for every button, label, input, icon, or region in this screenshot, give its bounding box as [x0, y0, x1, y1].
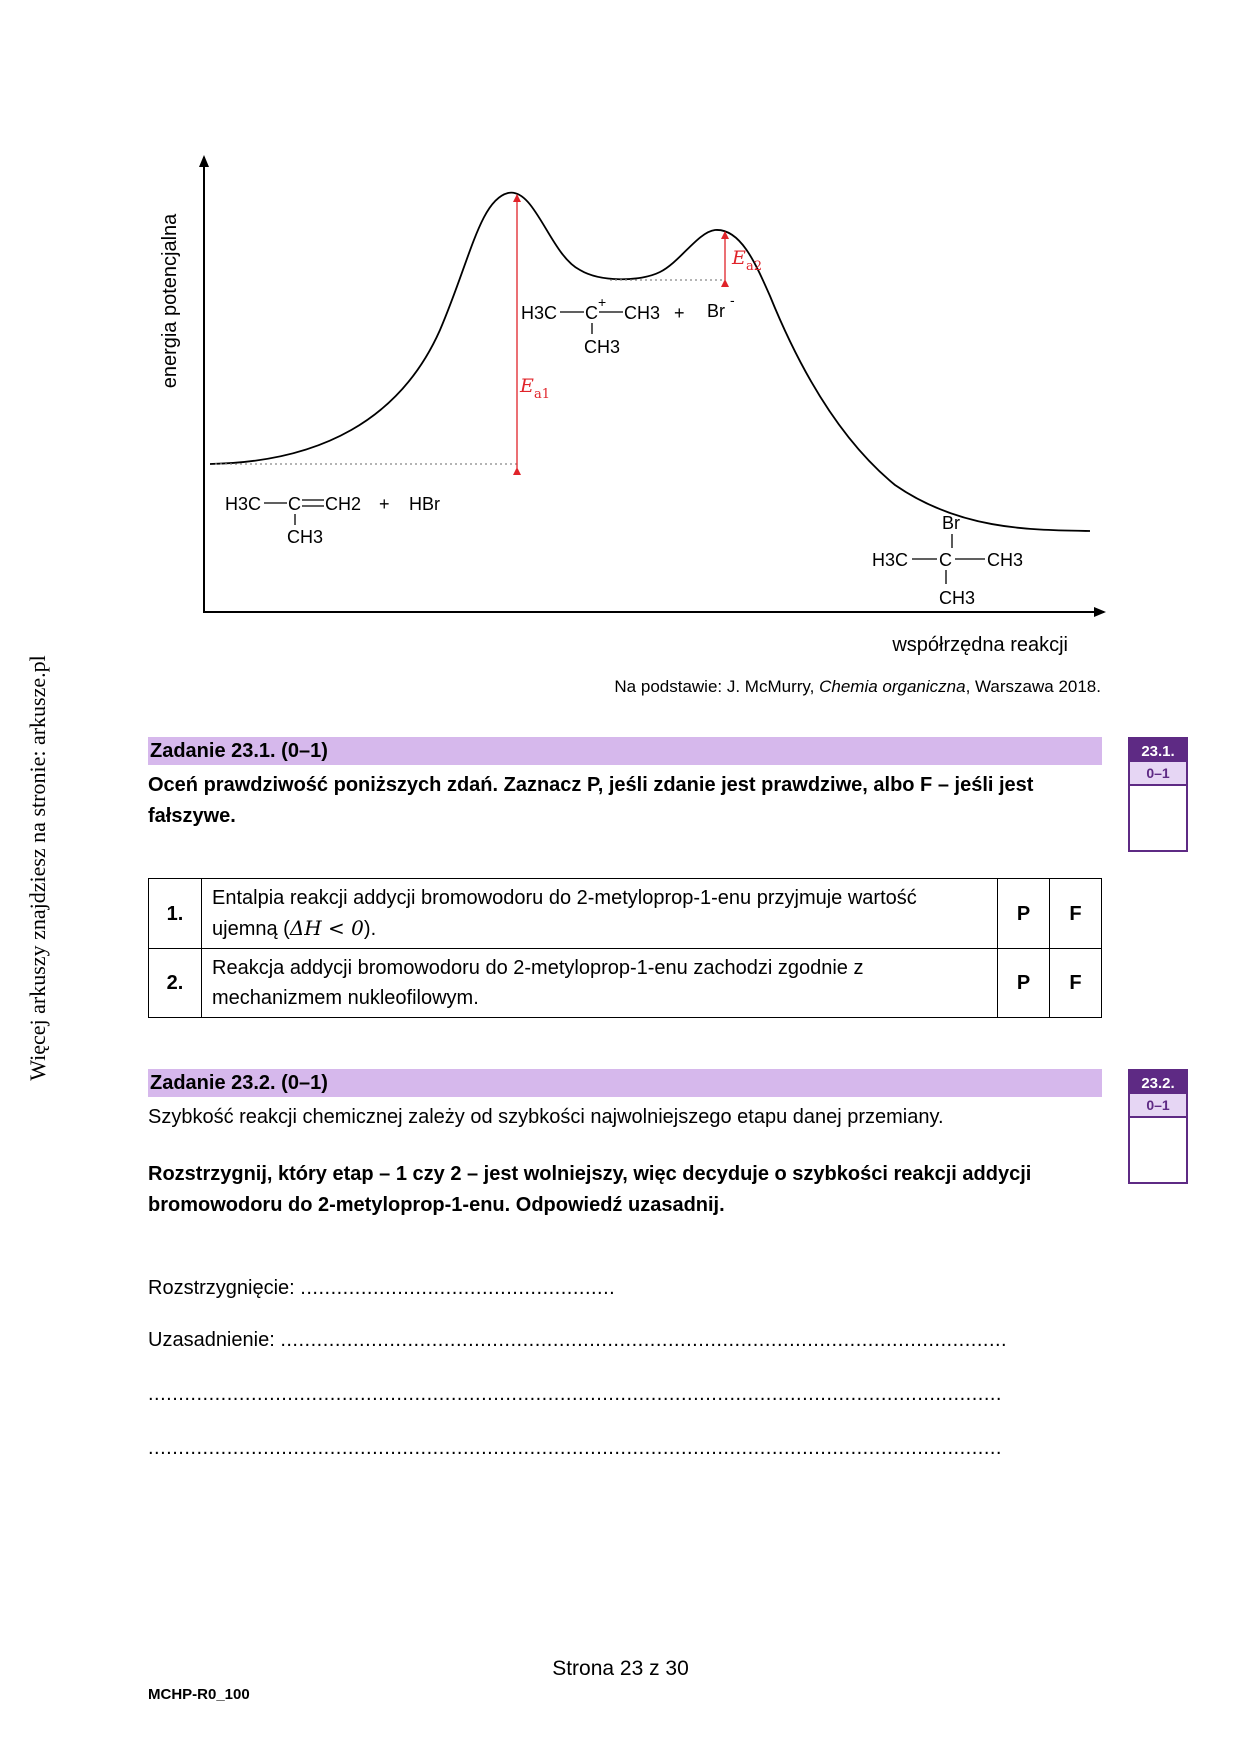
reactant-center: C: [288, 494, 301, 514]
false-option[interactable]: F: [1049, 878, 1102, 949]
false-option[interactable]: F: [1049, 948, 1102, 1018]
ea1-symbol: E: [519, 375, 534, 397]
source-prefix: Na podstawie: J. McMurry,: [614, 677, 820, 696]
task2-score-box: 23.2. 0–1: [1128, 1069, 1188, 1184]
task1-score-number: 23.1.: [1128, 737, 1188, 762]
intermediate-anion: Br: [707, 301, 725, 321]
exam-code: MCHP-R0_100: [148, 1686, 250, 1703]
answer-line-2[interactable]: ........................................…: [148, 1383, 1002, 1405]
source-citation: Na podstawie: J. McMurry, Chemia organic…: [614, 677, 1101, 697]
product-left-group: H3C: [872, 550, 908, 570]
justification-label: Uzasadnienie:: [148, 1329, 281, 1351]
true-option[interactable]: P: [997, 948, 1050, 1018]
reactant-right-group: CH2: [325, 494, 361, 514]
intermediate-formula: H3C C + CH3 CH3 + Br -: [521, 292, 735, 357]
task1-score-field[interactable]: [1128, 786, 1188, 852]
ea2-symbol: E: [731, 247, 746, 269]
task2-score-points: 0–1: [1128, 1094, 1188, 1118]
task1-score-box: 23.1. 0–1: [1128, 737, 1188, 852]
intermediate-plus: +: [674, 303, 685, 323]
side-note: Więcej arkuszy znajdziesz na stronie: ar…: [25, 655, 50, 1081]
task2-heading: Zadanie 23.2. (0–1): [148, 1069, 1102, 1097]
intermediate-left-group: H3C: [521, 303, 557, 323]
energy-curve: [209, 192, 1091, 532]
justification-line[interactable]: Uzasadnienie: ..........................…: [148, 1329, 1007, 1352]
task2-statement: Szybkość reakcji chemicznej zależy od sz…: [148, 1106, 944, 1128]
page-number: Strona 23 z 30: [552, 1657, 689, 1680]
task1-heading: Zadanie 23.1. (0–1): [148, 737, 1102, 765]
true-option[interactable]: P: [997, 878, 1050, 949]
intermediate-below: CH3: [584, 337, 620, 357]
intermediate-anion-charge: -: [730, 292, 735, 308]
row-number: 1.: [148, 878, 202, 949]
product-formula: Br H3C C CH3 CH3: [872, 513, 1023, 608]
decision-label: Rozstrzygnięcie:: [148, 1277, 301, 1299]
task1-instruction: Oceń prawdziwość poniższych zdań. Zaznac…: [148, 774, 1034, 827]
task2-instruction: Rozstrzygnij, który etap – 1 czy 2 – jes…: [148, 1163, 1032, 1216]
statement-cell: Entalpia reakcji addycji bromowodoru do …: [201, 878, 998, 949]
task2-score-number: 23.2.: [1128, 1069, 1188, 1094]
decision-dots: ........................................…: [300, 1277, 616, 1299]
answer-line-3[interactable]: ........................................…: [148, 1437, 1002, 1459]
reactant-plus: +: [379, 494, 390, 514]
source-title: Chemia organiczna: [819, 677, 966, 696]
reactant-left-group: H3C: [225, 494, 261, 514]
product-right-group: CH3: [987, 550, 1023, 570]
statement-text: Entalpia reakcji addycji bromowodoru do …: [212, 887, 917, 940]
x-axis-label: współrzędna reakcji: [891, 634, 1068, 656]
decision-line[interactable]: Rozstrzygnięcie: .......................…: [148, 1277, 615, 1300]
true-false-table: 1. Entalpia reakcji addycji bromowodoru …: [148, 878, 1102, 1018]
ea1-subscript: a1: [534, 387, 550, 402]
justification-dots: ........................................…: [280, 1329, 1008, 1351]
y-axis-label: energia potencjalna: [159, 213, 181, 388]
statement-text: Reakcja addycji bromowodoru do 2-metylop…: [212, 957, 864, 1009]
reactant-hbr: HBr: [409, 494, 440, 514]
reactants-formula: H3C C CH2 CH3 + HBr: [225, 494, 440, 547]
product-center: C: [939, 550, 952, 570]
table-row: 2. Reakcja addycji bromowodoru do 2-mety…: [148, 948, 1102, 1018]
task1-score-points: 0–1: [1128, 762, 1188, 786]
task2-score-field[interactable]: [1128, 1118, 1188, 1184]
product-top: Br: [942, 513, 960, 533]
statement-cell: Reakcja addycji bromowodoru do 2-metylop…: [201, 948, 998, 1018]
ea2-subscript: a2: [746, 259, 762, 274]
product-below: CH3: [939, 588, 975, 608]
intermediate-charge: +: [598, 294, 606, 310]
reactant-below: CH3: [287, 527, 323, 547]
statement-formula: ΔH < 0: [289, 916, 364, 940]
intermediate-center: C: [585, 303, 598, 323]
source-suffix: , Warszawa 2018.: [965, 677, 1101, 696]
energy-diagram: energia potencjalna współrzędna reakcji …: [159, 155, 1106, 656]
statement-text-end: ).: [363, 918, 377, 940]
row-number: 2.: [148, 948, 202, 1018]
table-row: 1. Entalpia reakcji addycji bromowodoru …: [148, 878, 1102, 949]
intermediate-right-group: CH3: [624, 303, 660, 323]
